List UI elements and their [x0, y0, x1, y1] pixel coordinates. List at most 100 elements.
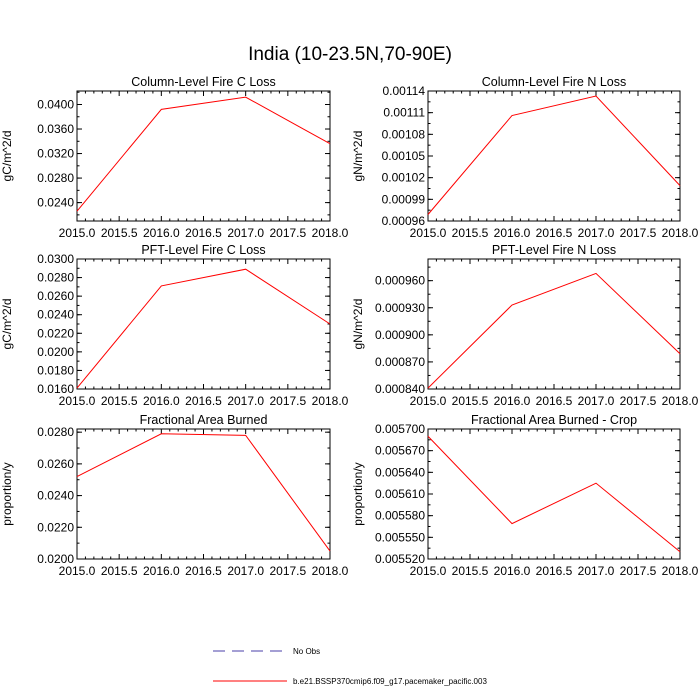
- x-tick-label: 2016.0: [143, 564, 180, 578]
- panel-title: Fractional Area Burned: [140, 413, 268, 427]
- plot-frame: [427, 428, 681, 560]
- x-tick-label: 2015.0: [59, 226, 96, 240]
- y-axis-label: gC/m^2/d: [0, 131, 14, 182]
- x-tick-label: 2017.5: [269, 564, 306, 578]
- x-tick-label: 2015.5: [101, 226, 138, 240]
- x-tick-label: 2017.5: [620, 564, 657, 578]
- x-tick-label: 2015.5: [452, 394, 489, 408]
- series-line: [76, 268, 331, 389]
- y-tick-label: 0.0240: [37, 308, 74, 322]
- panel-title: PFT-Level Fire N Loss: [492, 243, 616, 257]
- panel-title: Column-Level Fire N Loss: [482, 75, 627, 89]
- x-tick-label: 2015.0: [59, 394, 96, 408]
- y-axis-label: gC/m^2/d: [0, 299, 14, 350]
- y-tick-label: 0.00099: [382, 192, 426, 206]
- panel-6: Fractional Area Burned - Crop 2015.0 2015.…: [351, 413, 699, 578]
- y-tick-label: 0.00111: [383, 106, 425, 120]
- x-tick-label: 2016.0: [143, 226, 180, 240]
- panel-1: Column-Level Fire C Loss 2015.0 2015.5 2016…: [0, 75, 349, 240]
- x-tick-label: 2017.5: [620, 226, 657, 240]
- panel-title: PFT-Level Fire C Loss: [141, 243, 265, 257]
- x-tick-label: 2015.5: [101, 564, 138, 578]
- x-tick-label: 2016.0: [494, 564, 531, 578]
- y-tick-label: 0.0160: [37, 382, 74, 396]
- x-tick-label: 2017.5: [269, 394, 306, 408]
- series-line: [76, 433, 331, 552]
- series-line: [76, 96, 331, 212]
- x-tick-label: 2018.0: [312, 226, 349, 240]
- y-tick-label: 0.0180: [37, 363, 74, 377]
- x-tick-label: 2017.0: [227, 226, 264, 240]
- x-tick-label: 2016.5: [185, 564, 222, 578]
- x-tick-label: 2015.0: [410, 226, 447, 240]
- y-tick-label: 0.0400: [37, 97, 74, 111]
- x-tick-label: 2016.5: [536, 564, 573, 578]
- x-tick-label: 2017.0: [578, 564, 615, 578]
- x-tick-label: 2016.5: [536, 226, 573, 240]
- panel-title: Fractional Area Burned - Crop: [471, 413, 637, 427]
- y-tick-label: 0.005610: [375, 487, 425, 501]
- x-tick-label: 2018.0: [662, 564, 699, 578]
- x-tick-label: 2018.0: [312, 564, 349, 578]
- y-tick-label: 0.005700: [375, 422, 425, 436]
- y-tick-label: 0.000900: [375, 328, 425, 342]
- y-tick-label: 0.005580: [375, 509, 425, 523]
- y-tick-label: 0.00096: [382, 214, 426, 228]
- series-line: [427, 95, 681, 215]
- y-tick-label: 0.0320: [37, 147, 74, 161]
- series-line: [427, 272, 681, 389]
- x-tick-label: 2016.5: [185, 226, 222, 240]
- y-tick-label: 0.000930: [375, 301, 425, 315]
- x-tick-label: 2015.5: [452, 226, 489, 240]
- legend: No Obs b.e21.BSSP370cmip6.f09_g17.pacema…: [213, 647, 487, 686]
- x-tick-label: 2017.0: [227, 394, 264, 408]
- x-tick-label: 2017.5: [269, 226, 306, 240]
- plot-frame: [76, 428, 331, 560]
- y-tick-label: 0.0280: [37, 171, 74, 185]
- x-tick-label: 2017.0: [578, 394, 615, 408]
- y-tick-label: 0.00108: [382, 127, 426, 141]
- y-tick-label: 0.005670: [375, 444, 425, 458]
- x-tick-label: 2015.5: [101, 394, 138, 408]
- panel-4: PFT-Level Fire N Loss 2015.0 2015.5 2016.0 2…: [351, 243, 699, 408]
- y-tick-label: 0.0200: [37, 552, 74, 566]
- panels-group: Column-Level Fire C Loss 2015.0 2015.5 2016…: [0, 75, 699, 578]
- legend-label-no-obs: No Obs: [293, 647, 320, 656]
- y-tick-label: 0.0240: [37, 489, 74, 503]
- y-tick-label: 0.0300: [37, 252, 74, 266]
- y-axis-label: proportion/y: [351, 462, 365, 525]
- y-tick-label: 0.000870: [375, 355, 425, 369]
- x-tick-label: 2015.0: [410, 394, 447, 408]
- figure-title: India (10-23.5N,70-90E): [248, 44, 452, 65]
- x-tick-label: 2015.0: [59, 564, 96, 578]
- plot-frame: [76, 258, 331, 390]
- y-tick-label: 0.0260: [37, 289, 74, 303]
- y-tick-label: 0.0280: [37, 425, 74, 439]
- y-tick-label: 0.005640: [375, 465, 425, 479]
- y-axis-label: gN/m^2/d: [351, 131, 365, 182]
- legend-label-model: b.e21.BSSP370cmip6.f09_g17.pacemaker_pac…: [293, 677, 487, 686]
- y-tick-label: 0.000840: [375, 382, 425, 396]
- y-axis-label: gN/m^2/d: [351, 299, 365, 350]
- panel-3: PFT-Level Fire C Loss 2015.0 2015.5 2016.0 2…: [0, 243, 349, 408]
- x-tick-label: 2017.5: [620, 394, 657, 408]
- x-tick-label: 2015.5: [452, 564, 489, 578]
- y-tick-label: 0.0260: [37, 457, 74, 471]
- y-tick-label: 0.0360: [37, 122, 74, 136]
- x-tick-label: 2016.0: [494, 394, 531, 408]
- series-line: [427, 435, 681, 553]
- y-tick-label: 0.005550: [375, 530, 425, 544]
- x-tick-label: 2016.5: [185, 394, 222, 408]
- x-tick-label: 2017.0: [578, 226, 615, 240]
- x-tick-label: 2018.0: [662, 226, 699, 240]
- y-axis-label: proportion/y: [0, 462, 14, 525]
- panel-title: Column-Level Fire C Loss: [131, 75, 276, 89]
- plot-frame: [427, 90, 681, 222]
- y-tick-label: 0.000960: [375, 274, 425, 288]
- y-tick-label: 0.0200: [37, 345, 74, 359]
- y-tick-label: 0.00105: [382, 149, 426, 163]
- y-tick-label: 0.0220: [37, 520, 74, 534]
- y-tick-label: 0.005520: [375, 552, 425, 566]
- x-tick-label: 2018.0: [662, 394, 699, 408]
